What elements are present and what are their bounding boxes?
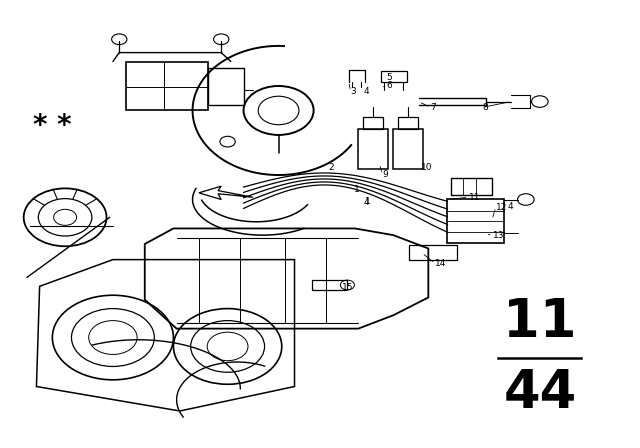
Text: * *: * * bbox=[33, 112, 72, 140]
Text: 3: 3 bbox=[351, 87, 356, 96]
Bar bbox=[358, 129, 388, 169]
Text: 44: 44 bbox=[503, 367, 577, 419]
Text: 10: 10 bbox=[420, 163, 432, 172]
Bar bbox=[409, 246, 457, 260]
Text: 6: 6 bbox=[387, 82, 392, 90]
Text: 15: 15 bbox=[342, 283, 354, 292]
Text: 11: 11 bbox=[468, 193, 480, 202]
Bar bbox=[363, 116, 383, 129]
Text: 11: 11 bbox=[503, 296, 577, 348]
Bar bbox=[381, 71, 407, 82]
Bar bbox=[312, 280, 348, 290]
Bar bbox=[125, 62, 209, 111]
Text: 12: 12 bbox=[496, 202, 508, 211]
Text: 1: 1 bbox=[354, 185, 360, 194]
Text: 5: 5 bbox=[387, 73, 392, 82]
Bar bbox=[394, 129, 422, 169]
Text: 4: 4 bbox=[364, 87, 369, 96]
Bar bbox=[397, 116, 418, 129]
Text: 4: 4 bbox=[364, 198, 369, 207]
Text: 8: 8 bbox=[483, 103, 488, 112]
Bar bbox=[451, 178, 492, 195]
Text: 4: 4 bbox=[508, 202, 514, 211]
Text: 14: 14 bbox=[435, 258, 446, 267]
Text: 7: 7 bbox=[430, 103, 436, 112]
Text: 2: 2 bbox=[328, 163, 334, 172]
Bar bbox=[209, 68, 244, 105]
Bar bbox=[447, 199, 504, 243]
Text: 13: 13 bbox=[493, 231, 504, 240]
Text: 1: 1 bbox=[365, 197, 371, 206]
Text: 9: 9 bbox=[383, 170, 388, 179]
